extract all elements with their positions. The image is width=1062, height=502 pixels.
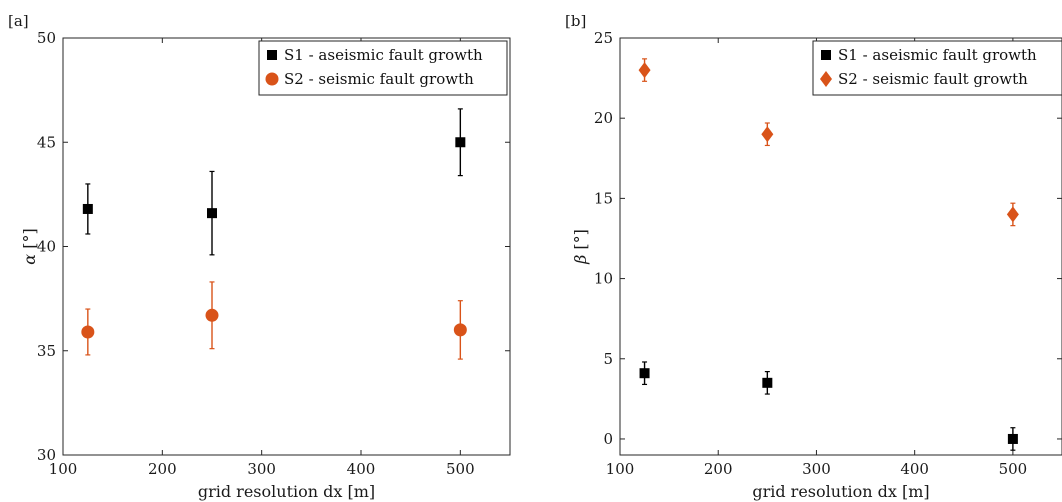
data-point	[82, 203, 93, 214]
y-axis-variable: α	[20, 254, 39, 265]
y-axis-variable: β	[571, 255, 590, 265]
legend-marker	[820, 71, 832, 87]
data-point	[205, 308, 219, 322]
series-1	[639, 361, 1018, 451]
x-tick-label: 500	[999, 460, 1028, 478]
x-tick-label: 400	[347, 460, 376, 478]
x-tick-label: 200	[704, 460, 733, 478]
plot-area	[62, 37, 511, 456]
x-axis-label: grid resolution dx [m]	[198, 482, 375, 501]
y-tick-label: 15	[594, 189, 613, 207]
x-tick-label: 100	[49, 460, 78, 478]
x-tick-label: 100	[606, 460, 635, 478]
data-point	[761, 126, 774, 143]
y-tick-label: 30	[37, 446, 56, 464]
data-point	[762, 377, 773, 388]
legend-label: S2 - seismic fault growth	[284, 70, 474, 88]
y-axis-label: α [°]	[20, 228, 39, 264]
y-tick-label: 35	[37, 342, 56, 360]
data-point	[455, 137, 466, 148]
legend-marker	[265, 72, 279, 86]
y-tick-label: 5	[603, 350, 613, 368]
legend-label: S1 - aseismic fault growth	[838, 46, 1037, 64]
data-point	[207, 208, 217, 219]
data-point	[81, 325, 95, 339]
data-point	[639, 368, 650, 379]
chart-panel-b: 100 200 300 400 500 0 5 10 15 20 25 grid resolution…	[565, 12, 1062, 501]
series-2	[638, 58, 1019, 227]
y-tick-label: 45	[37, 133, 56, 151]
legend-marker	[267, 50, 277, 60]
panel-label: [a]	[8, 12, 29, 30]
x-tick-label: 300	[802, 460, 831, 478]
y-tick-label: 10	[594, 270, 613, 288]
legend-box	[258, 40, 508, 96]
panel-label: [b]	[565, 12, 586, 30]
y-axis-unit: [°]	[20, 228, 39, 254]
y-tick-label: 25	[594, 29, 613, 47]
y-tick-label: 50	[37, 29, 56, 47]
data-point	[1006, 206, 1019, 223]
legend: S1 - aseismic fault growth S2 - seismic f…	[812, 40, 1062, 96]
series-1	[82, 108, 466, 256]
y-axis-unit: [°]	[571, 229, 590, 255]
y-tick-label: 20	[594, 109, 613, 127]
legend-label: S2 - seismic fault growth	[838, 70, 1028, 88]
data-point	[453, 323, 467, 337]
x-tick-label: 300	[247, 460, 276, 478]
legend-box	[812, 40, 1062, 96]
x-tick-label: 500	[446, 460, 475, 478]
legend: S1 - aseismic fault growth S2 - seismic f…	[258, 40, 508, 96]
x-tick-label: 200	[148, 460, 177, 478]
y-axis-label: β [°]	[571, 229, 590, 265]
x-axis-label: grid resolution dx [m]	[752, 482, 929, 501]
plot-area	[619, 37, 1062, 456]
legend-label: S1 - aseismic fault growth	[284, 46, 483, 64]
series-2	[81, 281, 467, 360]
data-point	[638, 62, 651, 79]
y-tick-label: 0	[603, 430, 613, 448]
legend-marker	[821, 50, 831, 60]
x-tick-label: 400	[900, 460, 929, 478]
data-point	[1007, 433, 1018, 444]
chart-panel-a: 100 200 300 400 500 30 35 40 45 50 grid resolution…	[8, 12, 511, 501]
y-tick-label: 40	[37, 238, 56, 256]
